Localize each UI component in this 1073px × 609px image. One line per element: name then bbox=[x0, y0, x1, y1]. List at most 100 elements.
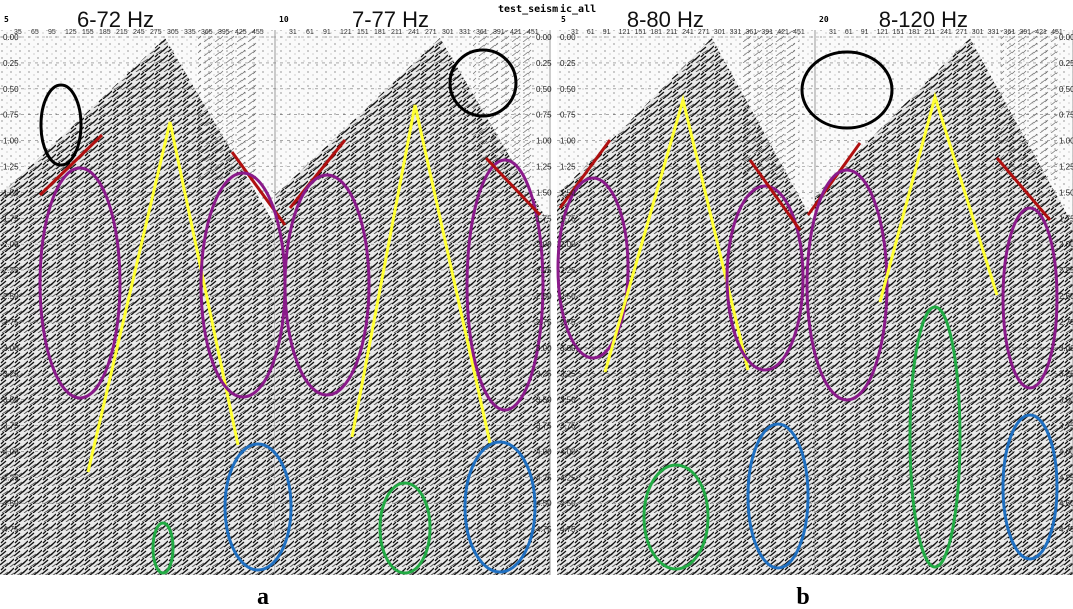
seismic-noise bbox=[1000, 30, 1058, 180]
ellipse bbox=[283, 173, 371, 397]
red-line bbox=[288, 139, 347, 209]
time-label: 4.50 bbox=[560, 499, 576, 508]
segment-number: 10 bbox=[279, 15, 289, 24]
time-label: 2.00 bbox=[536, 240, 552, 249]
trace-number: 31 bbox=[829, 29, 837, 36]
ellipse bbox=[746, 422, 810, 570]
time-label: 3.75 bbox=[536, 422, 552, 431]
time-label: 3.75 bbox=[1059, 422, 1073, 431]
trace-number: 451 bbox=[527, 29, 539, 36]
time-label: 2.75 bbox=[536, 318, 552, 327]
corner-text: ic_all bbox=[560, 3, 596, 15]
time-label: 2.50 bbox=[536, 292, 552, 301]
trace-number: 61 bbox=[306, 29, 314, 36]
time-label: 0.75 bbox=[3, 111, 19, 120]
time-label: 0.75 bbox=[560, 111, 576, 120]
time-label: 0.25 bbox=[536, 59, 552, 68]
trace-number: 61 bbox=[845, 29, 853, 36]
trace-number: 211 bbox=[924, 29, 935, 36]
ellipse bbox=[151, 521, 175, 575]
time-label: 3.50 bbox=[560, 396, 576, 405]
time-label: 1.25 bbox=[1059, 163, 1073, 172]
yellow-line bbox=[878, 91, 999, 303]
time-label: 4.50 bbox=[536, 499, 552, 508]
trace-number: 301 bbox=[714, 29, 726, 36]
segment-number: 5 bbox=[561, 15, 566, 24]
time-label: 3.00 bbox=[536, 344, 552, 353]
time-label: 3.00 bbox=[1059, 344, 1073, 353]
time-label: 2.50 bbox=[3, 292, 19, 301]
band-label: 6-72 Hz bbox=[77, 7, 154, 32]
trace-number: 391 bbox=[493, 29, 505, 36]
time-label: 4.75 bbox=[560, 525, 576, 534]
annotations bbox=[38, 48, 1059, 575]
trace-number: 395 bbox=[218, 29, 230, 36]
time-label: 3.25 bbox=[536, 370, 552, 379]
time-label: 0.50 bbox=[3, 85, 19, 94]
trace-number: 151 bbox=[357, 29, 369, 36]
time-label: 1.50 bbox=[560, 188, 576, 197]
ellipse bbox=[725, 184, 805, 372]
trace-number: 301 bbox=[972, 29, 984, 36]
time-label: 2.50 bbox=[1059, 292, 1073, 301]
trace-number: 91 bbox=[603, 29, 611, 36]
trace-number: 181 bbox=[374, 29, 386, 36]
time-label: 3.50 bbox=[3, 396, 19, 405]
trace-number: 155 bbox=[82, 29, 94, 36]
time-label: 4.25 bbox=[536, 473, 552, 482]
time-label: 3.50 bbox=[536, 396, 552, 405]
time-label: 2.75 bbox=[560, 318, 576, 327]
ellipse bbox=[800, 50, 894, 130]
trace-number: 35 bbox=[14, 29, 22, 36]
trace-number: 151 bbox=[634, 29, 646, 36]
time-label: 1.00 bbox=[536, 137, 552, 146]
time-label: 0.75 bbox=[536, 111, 552, 120]
trace-number: 181 bbox=[908, 29, 920, 36]
time-label: 4.00 bbox=[536, 447, 552, 456]
band-label: 8-80 Hz bbox=[627, 7, 704, 32]
time-label: 0.25 bbox=[3, 59, 19, 68]
time-label: 1.50 bbox=[1059, 188, 1073, 197]
time-label: 2.25 bbox=[536, 266, 552, 275]
time-label: 4.25 bbox=[1059, 473, 1073, 482]
time-label: 1.00 bbox=[560, 137, 576, 146]
trace-number: 421 bbox=[510, 29, 522, 36]
time-label: 4.75 bbox=[536, 525, 552, 534]
time-label: 4.25 bbox=[3, 473, 19, 482]
red-line bbox=[806, 142, 862, 216]
time-label: 3.75 bbox=[3, 422, 19, 431]
time-label: 0.00 bbox=[536, 33, 552, 42]
trace-number: 65 bbox=[31, 29, 39, 36]
time-label: 3.00 bbox=[560, 344, 576, 353]
trace-number: 271 bbox=[698, 29, 710, 36]
trace-number: 301 bbox=[442, 29, 454, 36]
trace-number: 95 bbox=[48, 29, 56, 36]
time-label: 2.75 bbox=[1059, 318, 1073, 327]
trace-number: 121 bbox=[340, 29, 352, 36]
trace-number: 211 bbox=[391, 29, 402, 36]
trace-number: 361 bbox=[476, 29, 488, 36]
time-label: 4.75 bbox=[1059, 525, 1073, 534]
trace-number: 31 bbox=[571, 29, 579, 36]
time-label: 1.50 bbox=[536, 188, 552, 197]
time-label: 1.25 bbox=[3, 163, 19, 172]
time-label: 2.25 bbox=[560, 266, 576, 275]
red-line bbox=[484, 156, 542, 217]
time-label: 0.50 bbox=[1059, 85, 1073, 94]
time-label: 4.50 bbox=[1059, 499, 1073, 508]
band-label: 7-77 Hz bbox=[352, 7, 429, 32]
time-label: 0.50 bbox=[560, 85, 576, 94]
time-label: 1.25 bbox=[536, 163, 552, 172]
trace-number: 241 bbox=[408, 29, 420, 36]
trace-number: 451 bbox=[793, 29, 805, 36]
time-label: 2.25 bbox=[3, 266, 19, 275]
ellipse bbox=[463, 440, 537, 574]
trace-number: 331 bbox=[459, 29, 471, 36]
red-line bbox=[558, 139, 612, 209]
trace-number: 335 bbox=[184, 29, 196, 36]
time-label: 3.25 bbox=[560, 370, 576, 379]
time-label: 3.00 bbox=[3, 344, 19, 353]
time-label: 0.00 bbox=[1059, 33, 1073, 42]
time-label: 1.75 bbox=[536, 214, 552, 223]
